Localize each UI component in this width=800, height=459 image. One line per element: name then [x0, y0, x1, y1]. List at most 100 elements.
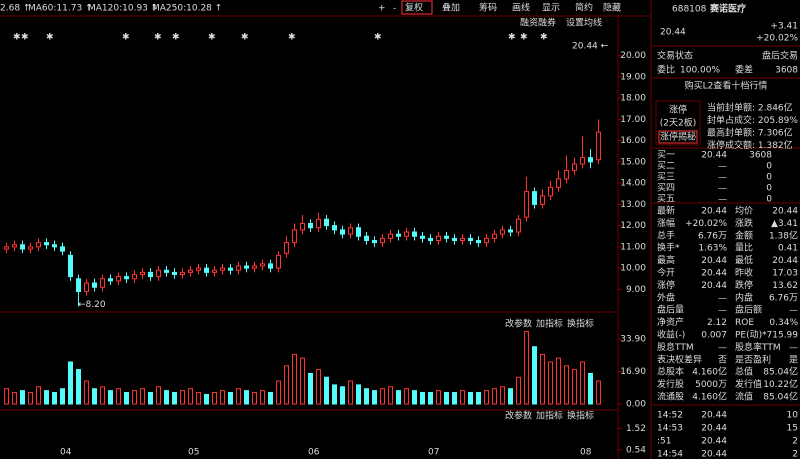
svg-text:✱: ✱ [154, 33, 162, 43]
stat-label: 均价 [735, 205, 753, 217]
stat-label: 最新 [657, 205, 675, 217]
volume-bar [348, 380, 353, 405]
y-tick-label: 19.00 [620, 72, 646, 82]
y-tick-label: 20.00 [620, 51, 646, 61]
stat-value: 20.44 [701, 256, 727, 266]
volume-bar [468, 392, 473, 405]
candle-body [516, 218, 521, 233]
volume-bar [292, 353, 297, 405]
change: +3.41 [770, 22, 798, 32]
volume-bar [492, 388, 497, 405]
candle-body [396, 233, 401, 237]
svg-text:✱: ✱ [540, 33, 548, 43]
candle-body [84, 282, 89, 292]
stat-value: 1.63% [698, 244, 727, 254]
book-price: 20.44 [701, 151, 727, 161]
stat-value: 否 [718, 354, 727, 365]
svg-text:✱: ✱ [288, 33, 296, 43]
candle-body [404, 231, 409, 237]
candle-body [532, 191, 537, 205]
stat-value: — [718, 293, 727, 303]
candle-body [308, 223, 313, 229]
candle-body [156, 269, 161, 278]
y-tick-label: 13.00 [620, 200, 646, 210]
candle-body [492, 233, 497, 239]
stat-value: 5000万 [695, 380, 727, 390]
book-qty: 0 [766, 184, 772, 194]
volume-bar [540, 353, 545, 405]
ma-legend: MA60:11.73 ↑ [28, 4, 93, 14]
candle-body [60, 246, 65, 252]
volume-bar [404, 388, 409, 405]
panel-button: 加指标 [536, 318, 563, 330]
candle-body [148, 271, 153, 278]
toolbar-button: 隐藏 [603, 2, 621, 14]
svg-text:✱: ✱ [241, 33, 249, 43]
candle-body [4, 246, 9, 250]
change-pct: +20.02% [756, 34, 798, 44]
trade-price: 20.44 [701, 450, 727, 459]
x-tick-label: 08 [580, 448, 592, 458]
candle-body [220, 267, 225, 271]
stat-value: 是 [789, 354, 798, 365]
volume-bar [588, 372, 593, 405]
label: 交易状态 [657, 50, 693, 62]
volume-bar [500, 386, 505, 405]
stat-value: 20.44 [701, 281, 727, 291]
stat-label: 总股本 [657, 366, 684, 378]
candle-body [68, 254, 73, 278]
volume-bar [220, 390, 225, 405]
stat-value: — [789, 306, 798, 316]
stat-value: 4.160亿 [692, 366, 727, 378]
volume-bar [284, 365, 289, 405]
volume-bar [164, 390, 169, 405]
volume-bar [260, 390, 265, 405]
volume-bar [124, 392, 129, 405]
book-price: — [718, 195, 727, 205]
candle-body [300, 223, 305, 231]
annotation: 20.44 ← [572, 42, 609, 52]
volume-bar [236, 388, 241, 405]
limit-line: 封单占成交: 205.89% [707, 114, 798, 126]
stat-value: 20.44 [772, 256, 798, 266]
candle-body [588, 157, 593, 163]
volume-bar [84, 380, 89, 405]
volume-bar [28, 392, 33, 405]
book-price: — [718, 173, 727, 183]
limit-boards: (2天2板) [660, 117, 696, 129]
candle-body [564, 169, 569, 180]
volume-bar [204, 393, 209, 405]
toolbar-button: 显示 [542, 3, 560, 14]
candle-body [292, 229, 297, 244]
stat-value: 2.12 [707, 318, 727, 328]
candle-body [436, 235, 441, 241]
panel-button: 改参数 [505, 318, 532, 330]
svg-text:✱: ✱ [508, 33, 516, 43]
candle-body [388, 233, 393, 239]
svg-text:✱: ✱ [520, 33, 528, 43]
candle-body [196, 267, 201, 271]
volume-bar [524, 330, 529, 405]
limit-line: 最高封单额: 7.306亿 [707, 127, 793, 139]
volume-bar [268, 392, 273, 405]
volume-bar [596, 380, 601, 405]
price: 20.44 [660, 28, 686, 38]
volume-bar [52, 392, 57, 405]
reveal-button [658, 130, 698, 144]
trade-qty: 10 [787, 411, 799, 421]
status: 盘后交易 [762, 50, 798, 62]
candle-body [204, 267, 209, 273]
l2-link: 购买L2查看十档行情 [685, 80, 768, 92]
volume-bar [324, 376, 329, 405]
reveal-text: 涨停揭秘 [660, 131, 696, 143]
volume-bar [356, 384, 361, 405]
trade-price: 20.44 [701, 424, 727, 434]
stat-label: 昨收 [735, 267, 753, 279]
volume-bar [484, 390, 489, 405]
book-label: 买二 [657, 161, 675, 172]
volume-bar [4, 388, 9, 405]
stat-label: 总手 [657, 229, 675, 241]
y-tick-label: 12.00 [620, 221, 646, 231]
stat-value: 0.34% [769, 318, 798, 328]
